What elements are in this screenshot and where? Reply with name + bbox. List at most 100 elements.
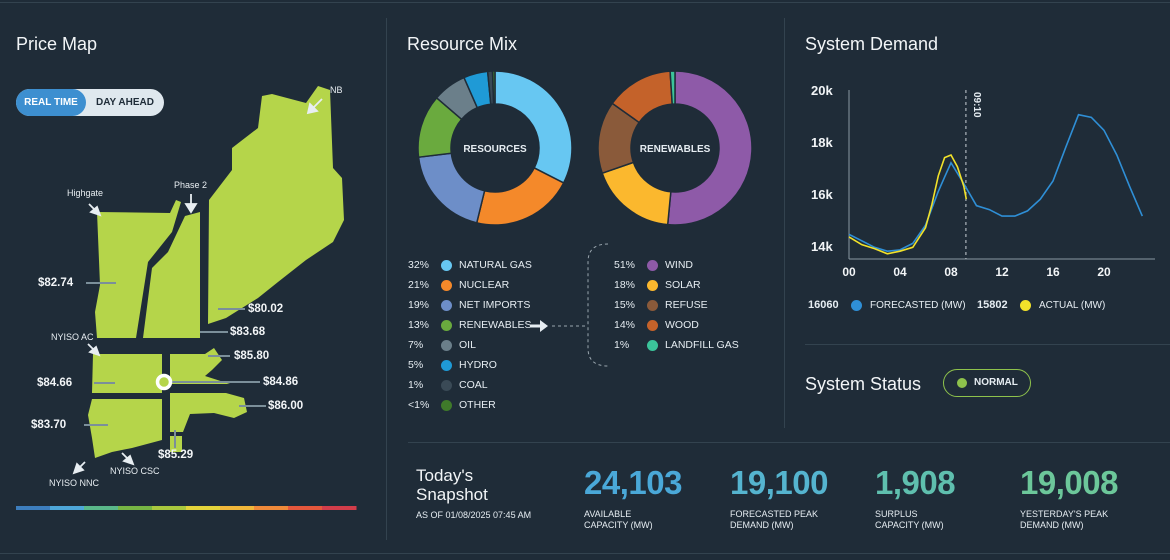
price-label: $86.00 xyxy=(268,400,304,412)
legend-swatch xyxy=(441,340,452,351)
price-scale-segment xyxy=(152,506,187,510)
donut-slice[interactable] xyxy=(417,152,486,224)
y-tick-label: 14k xyxy=(811,239,833,254)
yesterday-peak-value: 19,008 xyxy=(1020,464,1118,501)
legend-pct: 14% xyxy=(614,319,636,331)
day-ahead-button[interactable]: DAY AHEAD xyxy=(96,97,154,108)
legend-swatch xyxy=(647,320,658,331)
ne-mass-zone[interactable] xyxy=(170,348,230,384)
legend-pct: 13% xyxy=(408,319,430,331)
legend-swatch xyxy=(647,300,658,311)
price-scale-bar xyxy=(16,506,357,510)
price-label: $85.29 xyxy=(158,449,194,461)
donut-slice[interactable] xyxy=(669,70,676,105)
se-mass-zone[interactable] xyxy=(170,393,247,432)
interface-label-highgate: Highgate xyxy=(67,188,104,198)
legend-name: SOLAR xyxy=(665,279,701,291)
actual-dot xyxy=(1020,300,1031,311)
donut-slice[interactable] xyxy=(475,166,565,226)
price-scale-segment xyxy=(50,506,85,510)
price-map-title: Price Map xyxy=(16,34,98,54)
y-tick-label: 20k xyxy=(811,83,833,98)
legend-name: WIND xyxy=(665,259,693,271)
connecticut-zone[interactable] xyxy=(88,399,162,458)
price-scale-segment xyxy=(220,506,255,510)
resource-mix-donuts: RESOURCES RENEWABLES xyxy=(417,70,753,226)
x-tick-label: 00 xyxy=(842,265,856,279)
legend-pct: 18% xyxy=(614,279,636,291)
legend-pct: 15% xyxy=(614,299,636,311)
legend-swatch xyxy=(441,280,452,291)
legend-pct: 51% xyxy=(614,259,636,271)
actual-value: 15802 xyxy=(977,299,1008,311)
status-badge[interactable]: NORMAL xyxy=(943,369,1031,397)
price-scale-segment xyxy=(84,506,119,510)
interface-label-nb: NB xyxy=(330,85,343,95)
price-label: $84.86 xyxy=(263,376,299,388)
price-scale-segment xyxy=(254,506,289,510)
legend-name: COAL xyxy=(459,379,488,391)
node-marker[interactable] xyxy=(155,373,173,391)
legend-swatch xyxy=(441,400,452,411)
donut-slice[interactable] xyxy=(666,70,753,226)
forecasted-peak-value: 19,100 xyxy=(730,464,828,501)
legend-pct: 5% xyxy=(408,359,424,371)
resources-donut[interactable] xyxy=(417,70,573,226)
system-demand-chart: 14k 16k 18k 20k 00 04 08 12 16 20 09:10 xyxy=(811,83,1155,279)
snapshot-title-line2: Snapshot xyxy=(416,485,488,504)
yesterday-peak-label: YESTERDAY'S PEAK DEMAND (MW) xyxy=(1020,509,1109,530)
snapshot-title-line1: Today's xyxy=(416,466,474,485)
x-tick-label: 12 xyxy=(995,265,1009,279)
vermont-zone[interactable] xyxy=(95,200,181,338)
forecasted-peak-label: FORECASTED PEAK DEMAND (MW) xyxy=(730,509,819,530)
maine-zone[interactable] xyxy=(208,86,344,324)
x-tick-label: 16 xyxy=(1046,265,1060,279)
resource-mix-title: Resource Mix xyxy=(407,34,518,54)
forecasted-dot xyxy=(851,300,862,311)
legend-name: WOOD xyxy=(665,319,699,331)
legend-pct: 1% xyxy=(408,379,424,391)
legend-pct: 21% xyxy=(408,279,430,291)
resources-center-label: RESOURCES xyxy=(463,144,527,155)
current-time-label: 09:10 xyxy=(971,92,982,118)
legend-name: HYDRO xyxy=(459,359,497,371)
price-label: $83.70 xyxy=(31,419,67,431)
y-tick-label: 18k xyxy=(811,135,833,150)
x-tick-label: 04 xyxy=(893,265,907,279)
actual-demand-line xyxy=(848,153,968,255)
donut-slice[interactable] xyxy=(494,70,573,184)
price-scale-segment xyxy=(288,506,323,510)
legend-pct: 7% xyxy=(408,339,424,351)
legend-name: NUCLEAR xyxy=(459,279,510,291)
price-label: $84.66 xyxy=(37,377,73,389)
surplus-capacity-label: SURPLUS CAPACITY (MW) xyxy=(875,509,944,530)
legend-pct: 19% xyxy=(408,299,430,311)
real-time-button[interactable]: REAL TIME xyxy=(16,89,86,116)
x-tick-label: 08 xyxy=(944,265,958,279)
legend-swatch xyxy=(647,260,658,271)
price-label: $80.02 xyxy=(248,303,284,315)
price-scale-segment xyxy=(186,506,221,510)
forecasted-demand-line xyxy=(848,113,1144,253)
donut-slice[interactable] xyxy=(491,70,496,105)
forecasted-label: FORECASTED (MW) xyxy=(870,300,966,311)
legend-pct: 32% xyxy=(408,259,430,271)
donut-slice[interactable] xyxy=(601,161,672,226)
available-capacity-value: 24,103 xyxy=(584,464,682,501)
legend-name: OIL xyxy=(459,339,476,351)
legend-name: NATURAL GAS xyxy=(459,259,532,271)
new-hampshire-zone[interactable] xyxy=(143,212,200,338)
price-scale-segment xyxy=(16,506,51,510)
system-demand-title: System Demand xyxy=(805,34,939,54)
legend-name: REFUSE xyxy=(665,299,708,311)
interface-label-nyiso-ac: NYISO AC xyxy=(51,332,94,342)
renewables-donut[interactable] xyxy=(597,70,753,226)
market-toggle[interactable]: REAL TIME DAY AHEAD xyxy=(16,89,164,116)
legend-swatch xyxy=(441,300,452,311)
interface-label-nyiso-csc: NYISO CSC xyxy=(110,466,160,476)
western-mass-zone[interactable] xyxy=(92,354,162,393)
legend-swatch xyxy=(441,360,452,371)
price-label: $85.80 xyxy=(234,350,270,362)
x-tick-label: 20 xyxy=(1097,265,1111,279)
legend-pct: <1% xyxy=(408,399,430,411)
